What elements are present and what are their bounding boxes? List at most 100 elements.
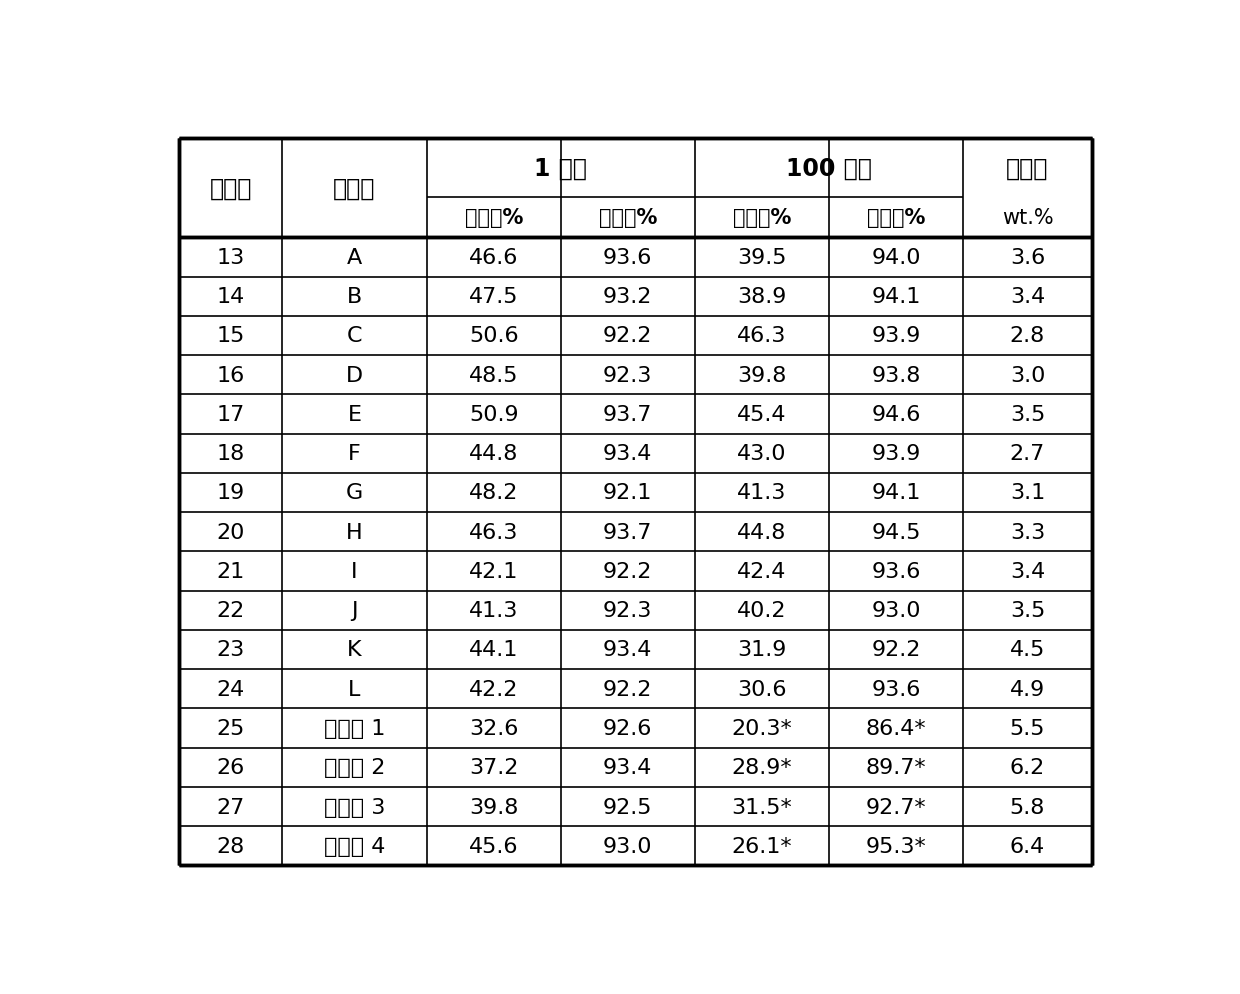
Text: 92.6: 92.6 (603, 719, 652, 739)
Text: 93.6: 93.6 (872, 679, 920, 699)
Text: 89.7*: 89.7* (866, 757, 926, 777)
Text: 46.3: 46.3 (469, 522, 518, 542)
Text: 92.7*: 92.7* (866, 797, 926, 817)
Text: 对比例 1: 对比例 1 (324, 719, 386, 739)
Text: 48.2: 48.2 (469, 483, 518, 503)
Text: L: L (348, 679, 361, 699)
Text: 3.3: 3.3 (1009, 522, 1045, 542)
Text: wt.%: wt.% (1002, 208, 1053, 228)
Text: 3.5: 3.5 (1009, 405, 1045, 424)
Text: 93.4: 93.4 (603, 640, 652, 660)
Text: 催化剂: 催化剂 (334, 176, 376, 200)
Text: 3.4: 3.4 (1009, 562, 1045, 581)
Text: 42.4: 42.4 (738, 562, 786, 581)
Text: 4.9: 4.9 (1009, 679, 1045, 699)
Text: 2.7: 2.7 (1009, 443, 1045, 464)
Text: 45.6: 45.6 (469, 836, 518, 856)
Text: 28.9*: 28.9* (732, 757, 792, 777)
Text: 3.4: 3.4 (1009, 287, 1045, 307)
Text: 16: 16 (217, 366, 244, 386)
Text: 选择性%: 选择性% (867, 208, 925, 228)
Text: 92.2: 92.2 (872, 640, 920, 660)
Text: 92.2: 92.2 (603, 326, 652, 346)
Text: 45.4: 45.4 (737, 405, 786, 424)
Text: 积炭量: 积炭量 (1007, 156, 1049, 180)
Text: 44.1: 44.1 (469, 640, 518, 660)
Text: 5.5: 5.5 (1009, 719, 1045, 739)
Text: C: C (347, 326, 362, 346)
Text: 6.2: 6.2 (1009, 757, 1045, 777)
Text: 93.0: 93.0 (603, 836, 652, 856)
Text: 6.4: 6.4 (1009, 836, 1045, 856)
Text: 93.4: 93.4 (603, 757, 652, 777)
Text: 46.3: 46.3 (738, 326, 786, 346)
Text: 4.5: 4.5 (1009, 640, 1045, 660)
Text: 92.2: 92.2 (603, 562, 652, 581)
Text: 42.1: 42.1 (469, 562, 518, 581)
Text: 93.7: 93.7 (603, 405, 652, 424)
Text: 22: 22 (217, 600, 244, 620)
Text: 3.5: 3.5 (1009, 600, 1045, 620)
Text: I: I (351, 562, 357, 581)
Text: 26: 26 (217, 757, 244, 777)
Text: 47.5: 47.5 (469, 287, 518, 307)
Text: 18: 18 (217, 443, 244, 464)
Text: K: K (347, 640, 362, 660)
Text: 93.9: 93.9 (872, 326, 920, 346)
Text: 93.0: 93.0 (872, 600, 921, 620)
Text: 19: 19 (217, 483, 244, 503)
Text: 93.4: 93.4 (603, 443, 652, 464)
Text: 3.6: 3.6 (1009, 248, 1045, 267)
Text: 31.9: 31.9 (738, 640, 786, 660)
Text: 2.8: 2.8 (1009, 326, 1045, 346)
Text: 21: 21 (217, 562, 244, 581)
Text: 48.5: 48.5 (469, 366, 518, 386)
Text: 3.1: 3.1 (1009, 483, 1045, 503)
Text: 41.3: 41.3 (469, 600, 518, 620)
Text: 5.8: 5.8 (1009, 797, 1045, 817)
Text: 38.9: 38.9 (738, 287, 786, 307)
Text: 92.2: 92.2 (603, 679, 652, 699)
Text: 39.8: 39.8 (738, 366, 786, 386)
Text: 92.1: 92.1 (603, 483, 652, 503)
Text: 86.4*: 86.4* (866, 719, 926, 739)
Text: 43.0: 43.0 (737, 443, 786, 464)
Text: 选择性%: 选择性% (599, 208, 657, 228)
Text: 15: 15 (217, 326, 244, 346)
Text: E: E (347, 405, 362, 424)
Text: G: G (346, 483, 363, 503)
Text: 93.6: 93.6 (872, 562, 920, 581)
Text: 44.8: 44.8 (469, 443, 518, 464)
Text: 3.0: 3.0 (1009, 366, 1045, 386)
Text: 转化率%: 转化率% (733, 208, 791, 228)
Text: 44.8: 44.8 (738, 522, 786, 542)
Text: 100 小时: 100 小时 (786, 156, 872, 180)
Text: 50.9: 50.9 (469, 405, 518, 424)
Text: 94.6: 94.6 (872, 405, 920, 424)
Text: 31.5*: 31.5* (732, 797, 792, 817)
Text: 24: 24 (217, 679, 244, 699)
Text: H: H (346, 522, 363, 542)
Text: 32.6: 32.6 (469, 719, 518, 739)
Text: F: F (348, 443, 361, 464)
Text: 26.1*: 26.1* (732, 836, 792, 856)
Text: 对比例 4: 对比例 4 (324, 836, 386, 856)
Text: 41.3: 41.3 (738, 483, 786, 503)
Text: 93.2: 93.2 (603, 287, 652, 307)
Text: 40.2: 40.2 (737, 600, 786, 620)
Text: 37.2: 37.2 (469, 757, 518, 777)
Text: 1 小时: 1 小时 (534, 156, 588, 180)
Text: 93.8: 93.8 (872, 366, 920, 386)
Text: D: D (346, 366, 363, 386)
Text: 28: 28 (217, 836, 244, 856)
Text: 92.3: 92.3 (603, 600, 652, 620)
Text: 42.2: 42.2 (469, 679, 518, 699)
Text: 转化率%: 转化率% (465, 208, 523, 228)
Text: 92.5: 92.5 (603, 797, 652, 817)
Text: 93.6: 93.6 (603, 248, 652, 267)
Text: 39.8: 39.8 (469, 797, 518, 817)
Text: 39.5: 39.5 (737, 248, 786, 267)
Text: 93.9: 93.9 (872, 443, 920, 464)
Text: 92.3: 92.3 (603, 366, 652, 386)
Text: 20.3*: 20.3* (732, 719, 792, 739)
